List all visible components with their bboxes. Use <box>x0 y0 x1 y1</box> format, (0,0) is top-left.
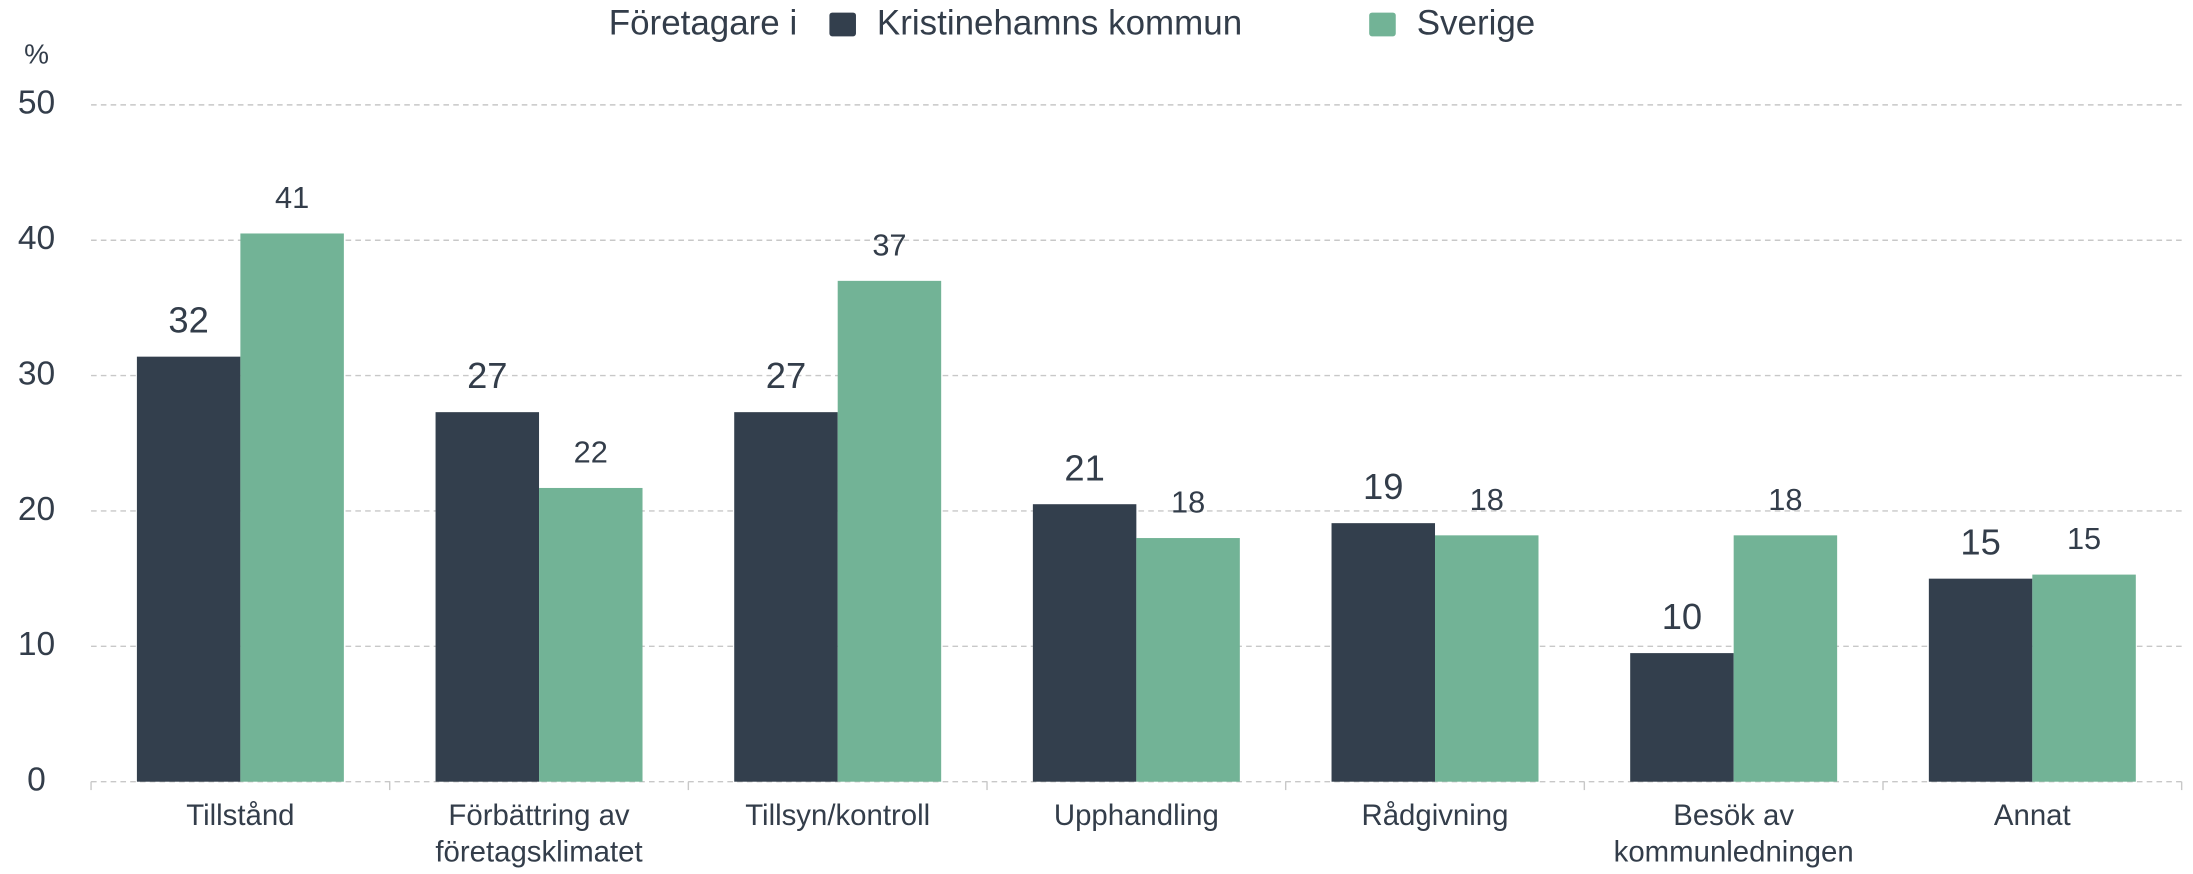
value-label: 15 <box>2067 521 2101 556</box>
value-label: 27 <box>766 355 806 396</box>
x-tick-label-box: Rådgivning <box>1361 799 1509 833</box>
bar <box>837 280 942 782</box>
value-label: 22 <box>574 435 608 470</box>
bar <box>1032 504 1137 782</box>
bar <box>734 412 838 782</box>
y-tick-label: 0 <box>27 762 46 799</box>
x-tick-label-box: Annat <box>1993 799 2071 833</box>
x-tick-label-box: Tillsyn/kontroll <box>745 799 931 833</box>
y-tick-label: 30 <box>18 355 55 392</box>
value-label: 27 <box>467 355 507 396</box>
legend-swatch <box>1369 12 1396 37</box>
bar <box>136 356 241 782</box>
bar <box>1435 535 1539 782</box>
x-tick-label: Förbättring av företagsklimatet <box>435 799 643 869</box>
x-tick-label-box: Tillstånd <box>186 799 295 833</box>
bar <box>240 233 344 782</box>
value-label: 18 <box>1171 485 1205 520</box>
y-tick-label: 10 <box>18 626 55 663</box>
x-tick-label: Besök av kommunledningen <box>1613 799 1854 869</box>
value-label: 10 <box>1662 596 1702 637</box>
value-label: 32 <box>168 300 208 341</box>
bar <box>435 412 540 782</box>
y-tick-label: 40 <box>18 220 55 257</box>
bar <box>1136 538 1240 782</box>
bar <box>1331 523 1436 782</box>
bar <box>1928 578 2033 782</box>
bar <box>2032 574 2136 782</box>
x-tick-label-box: Upphandling <box>1053 799 1219 833</box>
value-label: 18 <box>1768 482 1802 517</box>
bar <box>1733 535 1838 782</box>
value-label: 41 <box>275 180 309 215</box>
x-tick-label: Upphandling <box>1053 799 1219 833</box>
legend-swatch <box>829 12 856 37</box>
legend-label: Sverige <box>1417 3 1536 42</box>
bar <box>1630 653 1734 782</box>
x-tick-label: Rådgivning <box>1361 799 1509 833</box>
legend-title: Företagare i <box>609 3 797 42</box>
value-label: 19 <box>1363 466 1403 507</box>
x-tick-label: Tillstånd <box>186 799 295 833</box>
value-label: 21 <box>1064 447 1104 488</box>
bar <box>539 487 643 782</box>
y-axis-label: % <box>24 38 49 69</box>
legend-label: Kristinehamns kommun <box>877 3 1242 42</box>
value-label: 15 <box>1960 522 2000 563</box>
x-tick-label-box: Besök av kommunledningen <box>1613 799 1854 869</box>
value-label: 18 <box>1470 482 1504 517</box>
x-tick-label: Tillsyn/kontroll <box>745 799 931 833</box>
x-tick-label-box: Förbättring av företagsklimatet <box>435 799 643 869</box>
value-label: 37 <box>872 227 906 262</box>
x-tick-label: Annat <box>1993 799 2071 833</box>
y-tick-label: 50 <box>18 85 55 122</box>
y-tick-label: 20 <box>18 491 55 528</box>
